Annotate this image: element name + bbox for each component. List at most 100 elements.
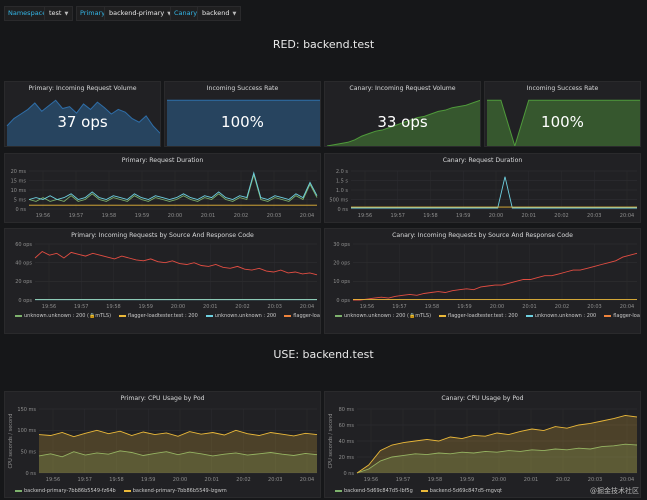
- panel-title[interactable]: Incoming Success Rate: [206, 85, 279, 92]
- x-tick-label: 19:56: [360, 304, 374, 310]
- stat-panel-primary-volume: Primary: Incoming Request Volume 37 ops: [4, 81, 161, 147]
- legend-item[interactable]: unknown.unknown : 200: [525, 313, 597, 319]
- y-tick-label: 0 ops: [18, 298, 32, 304]
- y-tick-label: 15 ms: [11, 178, 27, 184]
- canary-label: Canary: [170, 6, 202, 21]
- panel-primary-requests-by-source: Primary: Incoming Requests by Source And…: [4, 228, 321, 334]
- legend-swatch: [15, 489, 22, 492]
- x-tick-label: 19:56: [364, 477, 378, 483]
- row-title-use: USE: backend.test: [273, 348, 374, 361]
- y-tick-label: 40 ops: [15, 260, 32, 266]
- panel-title[interactable]: Primary: Request Duration: [121, 157, 204, 164]
- y-tick-label: 1.0 s: [336, 188, 349, 194]
- graph-legend: unknown.unknown : 200 (🔒mTLS) flagger-loa…: [335, 313, 640, 321]
- legend-item[interactable]: backend-primary-7bb86b5549-lzgwm: [123, 488, 227, 494]
- chevron-down-icon: ▼: [64, 11, 69, 17]
- legend-item[interactable]: backend-5d69c847d5-mgvqt: [420, 488, 502, 494]
- sparkline: [487, 99, 640, 146]
- series-area: [357, 415, 637, 473]
- panel-canary-request-duration: Canary: Request Duration 2.0 s 1.5 s 1.0 s…: [324, 153, 641, 223]
- x-tick-label: 20:01: [522, 304, 536, 310]
- x-tick-label: 19:56: [36, 213, 50, 219]
- namespace-select[interactable]: test ▼: [44, 6, 74, 21]
- y-tick-label: 10 ms: [11, 188, 27, 194]
- legend-item[interactable]: flagger-loadtester.test : 200: [119, 313, 198, 319]
- chevron-down-icon: ▼: [232, 11, 237, 17]
- x-tick-label: 20:00: [173, 477, 187, 483]
- x-tick-label: 20:04: [300, 213, 314, 219]
- stat-value: 100%: [221, 113, 264, 131]
- x-tick-label: 19:56: [358, 213, 372, 219]
- x-tick-label: 20:03: [268, 304, 282, 310]
- y-axis-label: CPU seconds / second: [328, 414, 334, 469]
- legend-label: unknown.unknown : 200: [534, 313, 597, 319]
- x-tick-label: 19:57: [396, 477, 410, 483]
- legend-swatch: [420, 489, 428, 492]
- x-tick-label: 19:59: [460, 477, 474, 483]
- sparkline-area: [167, 100, 320, 146]
- series-line: [28, 171, 318, 200]
- legend-item[interactable]: flagger-loadtester.test : 200: [439, 313, 518, 319]
- panel-primary-request-duration: Primary: Request Duration 20 ms 15 ms 10 m…: [4, 153, 321, 223]
- x-tick-label: 20:00: [492, 477, 506, 483]
- sparkline: [6, 99, 160, 146]
- x-tick-label: 20:00: [490, 304, 504, 310]
- y-tick-label: 80 ms: [339, 407, 355, 413]
- legend-item[interactable]: unknown.unknown : 200 (🔒mTLS): [15, 313, 111, 319]
- row-title-red: RED: backend.test: [272, 38, 375, 51]
- x-tick-label: 20:01: [205, 477, 219, 483]
- panel-title[interactable]: Primary: Incoming Requests by Source And…: [71, 232, 254, 239]
- legend-item[interactable]: unknown.unknown : 200: [205, 313, 276, 319]
- x-tick-label: 20:01: [522, 213, 536, 219]
- legend-item[interactable]: unknown.unknown : 200 (🔒mTLS): [335, 313, 431, 319]
- y-tick-label: 0 ns: [337, 207, 348, 213]
- legend-label: backend-primary-7bb86b5549-fz64b: [24, 488, 116, 494]
- legend-item[interactable]: backend-5d69c847d5-lbf5g: [335, 488, 413, 494]
- x-tick-label: 20:00: [171, 304, 185, 310]
- x-tick-label: 20:04: [620, 304, 634, 310]
- series-line: [34, 250, 318, 276]
- x-tick-label: 20:03: [268, 477, 282, 483]
- legend-item[interactable]: flagger-loadtester.test : 202: [604, 313, 640, 319]
- sparkline-line: [6, 99, 160, 134]
- panel-title[interactable]: Canary: Incoming Request Volume: [349, 85, 456, 92]
- series-line: [351, 176, 637, 209]
- canary-select[interactable]: backend ▼: [197, 6, 242, 21]
- y-tick-label: 30 ops: [333, 242, 350, 248]
- x-tick-label: 20:04: [300, 304, 314, 310]
- sparkline-area: [327, 100, 480, 146]
- stat-value: 100%: [541, 113, 584, 131]
- panel-title[interactable]: Incoming Success Rate: [526, 85, 599, 92]
- legend-item[interactable]: flagger-loadtester.test : 202: [284, 313, 320, 319]
- x-tick-label: 20:02: [236, 477, 250, 483]
- y-tick-label: 20 ops: [15, 279, 32, 285]
- panel-title[interactable]: Canary: Request Duration: [442, 157, 523, 164]
- legend-swatch: [15, 314, 22, 317]
- graph-canvas: 30 ops 20 ops 10 ops 0 ops 19:56 19:57 19:58 19…: [333, 242, 638, 310]
- panel-title[interactable]: Primary: CPU Usage by Pod: [120, 395, 205, 402]
- y-tick-label: 50 ms: [21, 449, 37, 455]
- legend-label: flagger-loadtester.test : 200: [128, 313, 198, 319]
- y-tick-label: 100 ms: [17, 428, 36, 434]
- legend-item[interactable]: backend-primary-7bb86b5549-fz64b: [15, 488, 116, 494]
- x-tick-label: 19:59: [135, 213, 149, 219]
- y-tick-label: 2.0 s: [336, 169, 349, 175]
- graph-legend: unknown.unknown : 200 (🔒mTLS) flagger-loa…: [15, 313, 320, 321]
- template-variables-bar: Namespace test▼ Primary backend-primary▼…: [0, 0, 647, 26]
- sparkline-line: [487, 99, 640, 146]
- x-tick-label: 19:59: [457, 304, 471, 310]
- y-tick-label: 0 ns: [15, 207, 26, 213]
- graph-canvas: 20 ms 15 ms 10 ms 5 ms 0 ns 19:56 19:57 19:58 19…: [11, 169, 318, 219]
- x-tick-label: 20:03: [587, 304, 601, 310]
- panel-title[interactable]: Primary: Incoming Request Volume: [28, 85, 137, 92]
- stat-panel-canary-success: Incoming Success Rate 100%: [484, 81, 641, 147]
- graph-canvas: 60 ops 40 ops 20 ops 0 ops 19:56 19:57 19:58 19…: [15, 242, 318, 310]
- y-tick-label: 0 ops: [336, 298, 350, 304]
- primary-select[interactable]: backend-primary▼: [104, 6, 177, 21]
- graph-legend: backend-primary-7bb86b5549-fz64b backend-…: [15, 488, 320, 496]
- x-tick-label: 19:59: [141, 477, 155, 483]
- panel-title[interactable]: Canary: Incoming Requests by Source And …: [392, 232, 573, 239]
- x-tick-label: 19:57: [392, 304, 406, 310]
- x-tick-label: 20:04: [620, 477, 634, 483]
- panel-title[interactable]: Canary: CPU Usage by Pod: [441, 395, 524, 402]
